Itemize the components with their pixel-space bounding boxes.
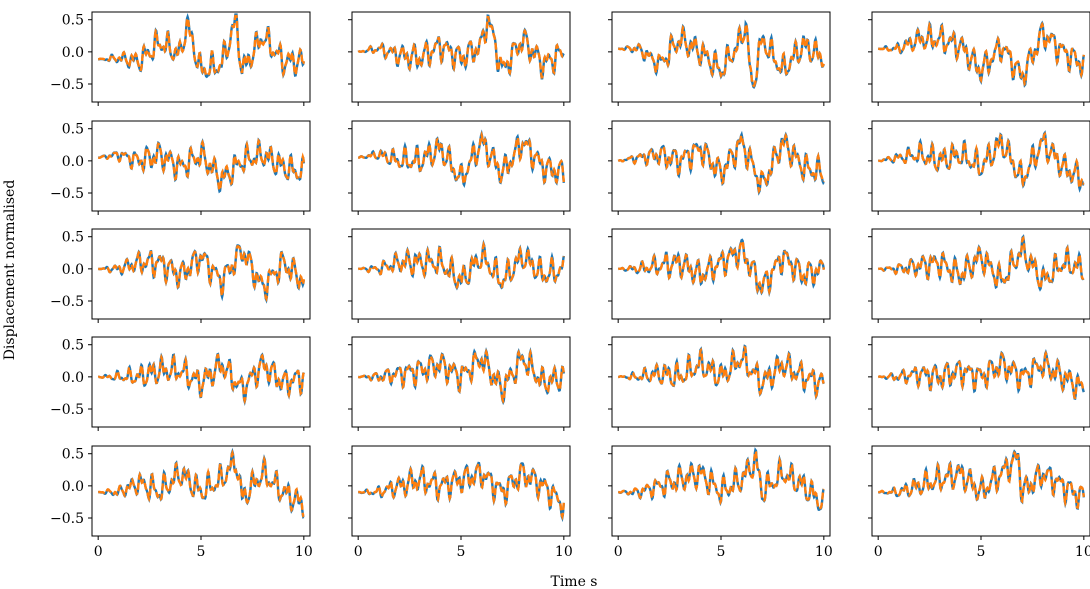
subplot-r5-c4: 0 5 10 <box>868 445 1090 560</box>
y-tick-label: 0.5 <box>62 447 84 463</box>
subplot-r1-c2 <box>348 11 571 106</box>
subplot-r5-c2: 0 5 10 <box>348 445 573 560</box>
subplot-r2-c2 <box>348 120 571 215</box>
y-tick-label: 0.0 <box>62 370 84 386</box>
series-b-line <box>617 132 825 195</box>
series-b-line <box>878 21 1085 87</box>
series-b-line <box>98 137 305 193</box>
x-tick-label: 5 <box>977 544 986 560</box>
subplot-r4-c1: 0.5 0.0 −0.5 <box>50 336 311 431</box>
series-b-line <box>617 239 825 297</box>
series-b-line <box>617 448 825 510</box>
y-tick-label: −0.5 <box>50 294 84 310</box>
x-axis-label: Time s <box>550 574 597 589</box>
series-b-line <box>357 130 565 187</box>
y-tick-label: 0.0 <box>62 262 84 278</box>
y-tick-label: 0.0 <box>62 154 84 170</box>
series-b-line <box>618 345 825 400</box>
x-tick-label: 5 <box>457 544 466 560</box>
plot-frame <box>611 228 831 320</box>
subplot-r3-c4 <box>868 228 1090 323</box>
series-b-line <box>357 240 565 290</box>
subplot-r3-c3 <box>608 228 831 323</box>
series-b-line <box>877 131 1085 192</box>
subplot-grid: 0.5 0.0 −0.5 0.5 0.0 −0.5 0.5 0.0 −0.5 0.5 0.0 −0.5… <box>50 11 1090 560</box>
series-b-line <box>618 20 825 88</box>
series-b-line <box>877 235 1085 291</box>
subplot-r1-c4 <box>868 11 1090 106</box>
series-a-line <box>877 20 1085 88</box>
series-a-line <box>97 447 305 519</box>
subplot-r5-c1: 0.5 0.0 −0.5 0 5 10 <box>50 445 313 560</box>
y-tick-label: 0.5 <box>62 13 84 29</box>
subplot-r3-c1: 0.5 0.0 −0.5 <box>50 228 311 323</box>
series-b-line <box>358 462 565 521</box>
series-a-line <box>357 14 565 80</box>
series-b-line <box>98 245 305 303</box>
series-b-line <box>98 449 305 518</box>
x-tick-label: 10 <box>295 544 313 560</box>
y-tick-label: −0.5 <box>50 511 84 527</box>
y-tick-label: 0.0 <box>62 479 84 495</box>
y-tick-label: 0.5 <box>62 338 84 354</box>
x-tick-label: 10 <box>555 544 573 560</box>
y-tick-label: −0.5 <box>50 77 84 93</box>
y-tick-label: 0.0 <box>62 45 84 61</box>
subplot-r4-c4 <box>868 336 1090 431</box>
subplot-r1-c3 <box>608 11 831 106</box>
series-b-line <box>877 350 1085 400</box>
series-a-line <box>617 130 825 196</box>
subplot-r5-c3: 0 5 10 <box>608 445 833 560</box>
subplot-r4-c3 <box>608 336 831 431</box>
subplot-r4-c2 <box>348 336 571 431</box>
x-tick-label: 0 <box>94 544 103 560</box>
subplot-r3-c2 <box>348 228 571 323</box>
x-tick-label: 0 <box>874 544 883 560</box>
plot-frame <box>611 336 831 428</box>
x-tick-label: 5 <box>717 544 726 560</box>
series-a-line <box>877 130 1085 193</box>
series-a-line <box>358 129 565 189</box>
subplot-r2-c4 <box>868 120 1090 215</box>
series-b-line <box>877 450 1085 510</box>
x-tick-label: 5 <box>197 544 206 560</box>
series-b-line <box>357 348 565 405</box>
subplot-r2-c3 <box>608 120 831 215</box>
series-a-line <box>98 137 305 194</box>
x-tick-label: 0 <box>614 544 623 560</box>
series-b-line <box>97 353 305 405</box>
y-axis-label: Displacement normalised <box>2 180 18 361</box>
subplot-r2-c1: 0.5 0.0 −0.5 <box>50 120 311 215</box>
x-tick-label: 10 <box>815 544 833 560</box>
y-tick-label: −0.5 <box>50 402 84 418</box>
y-tick-label: −0.5 <box>50 186 84 202</box>
x-tick-label: 10 <box>1075 544 1090 560</box>
plot-frame <box>871 228 1090 320</box>
y-tick-label: 0.5 <box>62 122 84 138</box>
y-tick-label: 0.5 <box>62 230 84 246</box>
x-tick-label: 0 <box>354 544 363 560</box>
series-b-line <box>357 15 565 79</box>
subplot-r1-c1: 0.5 0.0 −0.5 <box>50 11 311 106</box>
series-b-line <box>97 14 305 78</box>
